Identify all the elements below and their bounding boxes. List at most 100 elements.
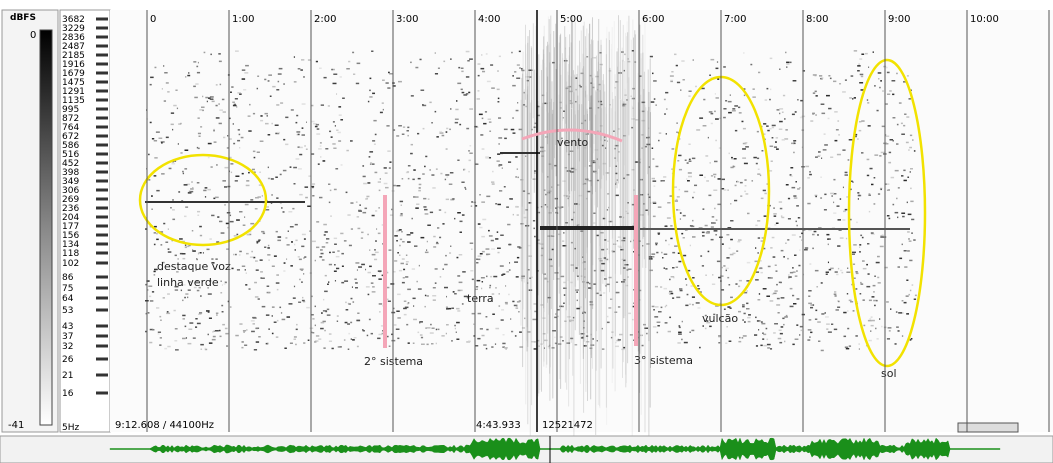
spectral-point: [293, 336, 297, 338]
spectral-point: [723, 116, 726, 119]
spectral-point: [516, 214, 519, 216]
spectral-point: [365, 268, 367, 271]
spectral-point: [254, 296, 259, 298]
spectral-point: [354, 278, 357, 280]
spectral-point: [422, 173, 425, 175]
spectral-point: [836, 153, 841, 156]
spectral-point: [323, 76, 327, 79]
spectral-point: [714, 160, 718, 163]
spectral-column: [580, 30, 582, 339]
spectral-point: [415, 196, 419, 198]
spectral-point: [742, 157, 747, 159]
spectral-column: [634, 30, 636, 198]
spectral-point: [328, 281, 330, 283]
spectral-column: [600, 44, 602, 369]
spectral-point: [192, 337, 196, 339]
spectral-point: [566, 342, 571, 344]
spectral-point: [713, 189, 718, 191]
spectral-point: [397, 252, 399, 254]
spectral-point: [460, 289, 463, 292]
spectral-point: [607, 193, 610, 195]
spectral-point: [406, 323, 409, 326]
spectral-point: [809, 171, 811, 173]
spectral-point: [289, 342, 293, 344]
spectral-point: [792, 294, 795, 297]
spectral-column: [583, 21, 585, 288]
spectral-point: [156, 232, 158, 235]
spectral-point: [715, 139, 717, 142]
spectral-point: [495, 203, 498, 205]
spectral-point: [510, 318, 512, 320]
spectral-point: [662, 257, 664, 259]
spectral-point: [481, 148, 485, 150]
spectral-point: [675, 64, 678, 67]
spectral-point: [233, 142, 236, 145]
spectral-point: [695, 85, 697, 88]
spectral-point: [216, 314, 218, 316]
spectral-point: [547, 296, 551, 299]
spectral-point: [244, 269, 246, 271]
spectral-point: [175, 349, 179, 351]
spectral-point: [902, 215, 905, 218]
spectral-point: [454, 327, 456, 330]
spectral-point: [675, 266, 679, 268]
spectral-point: [322, 320, 326, 323]
spectral-point: [293, 81, 297, 83]
time-label: 9:00: [888, 14, 910, 25]
spectral-point: [620, 248, 624, 251]
spectral-point: [211, 100, 215, 103]
spectral-point: [784, 340, 786, 343]
spectral-point: [909, 134, 913, 137]
spectral-point: [827, 261, 830, 264]
spectral-point: [405, 263, 408, 265]
spectral-point: [476, 262, 479, 264]
spectral-column: [566, 86, 568, 153]
spectral-point: [770, 348, 773, 350]
spectral-point: [615, 183, 617, 185]
spectral-point: [646, 143, 651, 146]
spectral-point: [747, 320, 751, 323]
spectral-point: [905, 141, 909, 144]
spectral-point: [846, 271, 851, 273]
spectral-column: [547, 41, 548, 303]
spectral-point: [738, 310, 742, 313]
spectral-column: [626, 21, 628, 84]
spectral-point: [580, 337, 584, 339]
zoom-control[interactable]: [957, 422, 1019, 433]
spectral-point: [299, 153, 303, 156]
spectral-point: [405, 261, 409, 263]
spectral-point: [435, 168, 438, 170]
spectral-point: [225, 332, 229, 335]
spectral-point: [196, 322, 201, 325]
spectral-point: [679, 212, 682, 214]
spectral-point: [468, 91, 471, 94]
spectral-point: [859, 73, 864, 76]
spectral-point: [174, 285, 179, 288]
spectral-point: [555, 207, 557, 209]
spectral-point: [606, 321, 610, 324]
spectral-point: [894, 343, 897, 345]
spectral-point: [586, 281, 589, 284]
spectral-point: [192, 250, 196, 252]
spectral-column: [525, 44, 527, 405]
spectral-point: [388, 249, 392, 251]
spectral-point: [589, 74, 592, 77]
spectral-point: [355, 82, 360, 85]
spectral-point: [255, 260, 258, 262]
spectral-point: [314, 305, 316, 308]
spectral-point: [741, 120, 744, 123]
spectral-point: [207, 156, 210, 159]
spectral-column: [614, 74, 616, 392]
spectral-point: [808, 229, 812, 232]
spectral-point: [226, 248, 229, 250]
spectral-point: [860, 283, 864, 285]
spectral-point: [746, 280, 750, 282]
spectral-point: [260, 115, 263, 117]
spectral-point: [417, 132, 420, 135]
spectral-point: [783, 256, 785, 258]
spectral-column: [616, 51, 618, 189]
spectral-point: [672, 267, 675, 269]
spectral-point: [544, 339, 548, 342]
spectral-point: [500, 319, 504, 321]
spectral-point: [233, 103, 236, 106]
